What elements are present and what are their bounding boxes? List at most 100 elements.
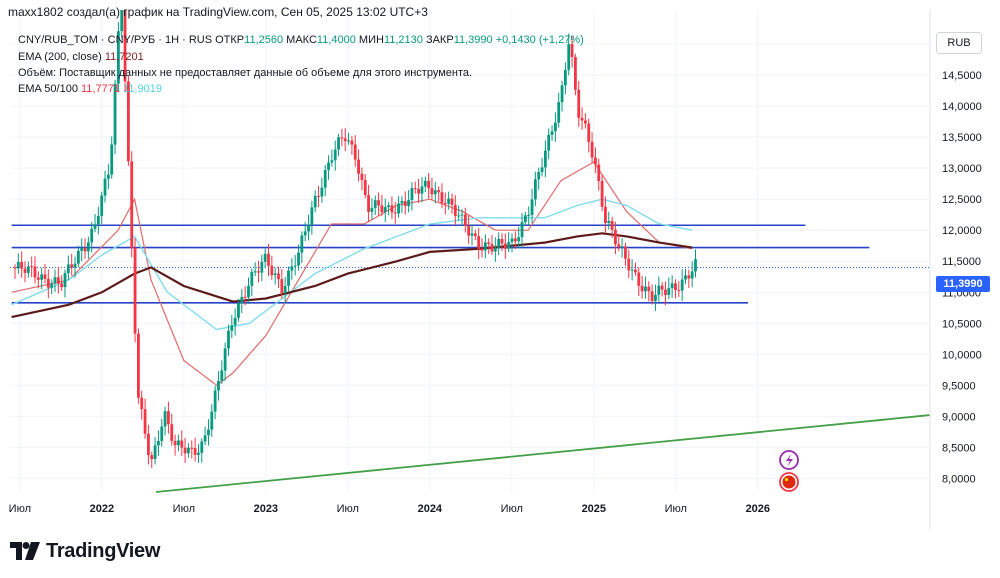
china-flag-icon[interactable]	[779, 472, 799, 492]
candle-body	[207, 429, 210, 436]
ema100-value: 11,9019	[123, 83, 162, 95]
candle-body	[137, 333, 140, 398]
price-axis[interactable]: 15,000014,500014,000013,500013,000012,50…	[942, 39, 982, 485]
candle-body	[313, 195, 317, 208]
candle-body	[370, 207, 374, 212]
candle-body	[273, 273, 277, 276]
candle-body	[323, 170, 327, 188]
time-axis[interactable]: Июл 2022 Июл 2023 Июл 2024 Июл 2025 Июл 2026	[9, 503, 770, 515]
candle-body	[393, 212, 397, 214]
candle-body	[417, 189, 421, 194]
close-label: ЗАКР	[425, 34, 454, 46]
candle-body	[584, 120, 587, 124]
candle-body	[480, 248, 484, 251]
y-tick-label: 9,0000	[942, 411, 976, 423]
candle-body	[617, 244, 621, 248]
candle-body	[597, 164, 601, 181]
candle-body	[277, 273, 280, 280]
candle-body	[337, 137, 340, 150]
candle-body	[610, 220, 614, 230]
candle-body	[487, 242, 491, 245]
candle-body	[106, 174, 110, 179]
candle-body	[330, 160, 334, 163]
candle-body	[580, 117, 584, 121]
candle-body	[263, 253, 267, 262]
candle-body	[477, 236, 481, 249]
ema50-100-legend[interactable]: EMA 50/100 11,7771 11,9019	[18, 83, 162, 95]
candle-body	[30, 266, 34, 268]
candle-body	[247, 285, 250, 298]
candle-body	[70, 264, 74, 268]
candle-body	[353, 144, 357, 160]
candle-body	[310, 207, 314, 226]
candle-body	[483, 242, 487, 251]
candle-body	[547, 134, 551, 151]
x-tick-label: Июл	[173, 503, 195, 515]
candle-body	[413, 188, 417, 190]
candle-body	[177, 440, 180, 446]
tradingview-brand[interactable]: TradingView	[10, 538, 160, 564]
candle-body	[543, 150, 547, 168]
flash-icon[interactable]	[779, 450, 799, 470]
high-value: 11,4000	[316, 34, 356, 46]
candle-body	[520, 222, 524, 238]
low-label: МИН	[358, 34, 384, 46]
candle-body	[170, 424, 174, 441]
candle-body	[563, 69, 567, 86]
candle-body	[53, 277, 57, 284]
candle-body	[167, 411, 170, 425]
ema200-label: EMA (200, close)	[18, 51, 102, 63]
candle-body	[517, 237, 521, 242]
candle-body	[570, 44, 574, 58]
candle-body	[690, 271, 694, 279]
ema100-line	[11, 198, 693, 331]
currency-button[interactable]: RUB	[936, 32, 982, 54]
candle-body	[507, 241, 511, 249]
trendline-group	[155, 414, 931, 493]
candle-body	[463, 214, 467, 226]
candle-body	[600, 180, 604, 207]
candle-body	[380, 205, 384, 213]
tradingview-logo-icon	[10, 542, 40, 560]
candle-body	[400, 201, 404, 204]
candle-body	[120, 10, 124, 32]
candle-body	[440, 192, 444, 204]
candle-body	[113, 83, 117, 145]
candle-body	[233, 317, 237, 326]
candle-body	[40, 274, 44, 280]
candle-body	[20, 262, 24, 269]
candle-body	[647, 286, 651, 292]
candle-body	[590, 141, 594, 158]
candle-body	[587, 123, 591, 142]
candle-body	[670, 283, 674, 289]
candle-body	[460, 214, 464, 216]
candle-body	[684, 275, 687, 280]
candle-body	[644, 286, 647, 292]
candle-body	[537, 172, 541, 180]
candle-body	[63, 273, 67, 288]
candle-body	[527, 215, 531, 217]
candle-body	[453, 205, 457, 217]
candle-body	[150, 455, 154, 460]
candle-body	[447, 198, 451, 204]
candle-body	[100, 195, 104, 216]
y-tick-label: 10,0000	[942, 349, 982, 361]
candle-body	[654, 294, 657, 301]
y-tick-label: 13,5000	[942, 132, 982, 144]
brand-name: TradingView	[46, 539, 161, 562]
candle-body	[260, 261, 264, 273]
candle-body	[173, 440, 177, 446]
candle-body	[567, 44, 571, 70]
candle-body	[680, 279, 684, 291]
candle-body	[227, 330, 230, 349]
trendline	[155, 414, 931, 493]
candle-body	[46, 278, 50, 288]
candle-body	[360, 173, 364, 180]
candle-body	[467, 225, 471, 236]
last-price-label: 11,3990	[936, 276, 990, 292]
y-tick-label: 13,0000	[942, 163, 982, 175]
candle-body	[667, 288, 671, 295]
symbol-name[interactable]: CNY/RUB_TOM · CNY/РУБ · 1Н · RUS	[18, 34, 213, 46]
ema200-legend[interactable]: EMA (200, close) 11,7201	[18, 51, 144, 63]
